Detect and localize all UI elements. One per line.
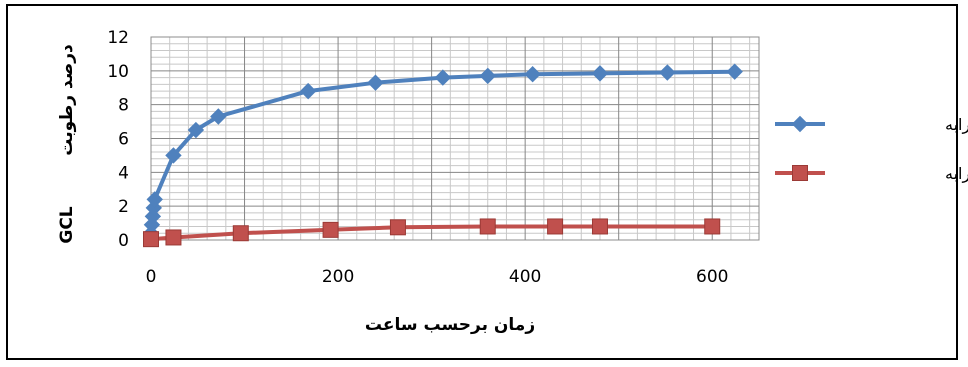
legend-marker <box>792 165 808 181</box>
legend-marker <box>791 115 809 133</box>
data-point <box>591 218 608 235</box>
y-tick-label: 4 <box>118 163 129 183</box>
legend-item-1: عدم حضور شیرابه <box>775 115 968 135</box>
data-point <box>479 67 496 85</box>
data-point <box>187 121 205 139</box>
y-axis-title-main: درصد رطوبت <box>57 44 77 156</box>
y-axis-title-sub: GCL <box>57 206 77 243</box>
x-tick-label: 200 <box>322 267 354 287</box>
data-point <box>659 64 676 81</box>
data-point <box>524 66 541 83</box>
data-point <box>367 74 384 91</box>
data-point <box>165 229 182 246</box>
legend-label: در حضور شیرابه <box>945 164 968 184</box>
series-2 <box>143 218 721 248</box>
y-tick-label: 10 <box>107 62 129 82</box>
series-1 <box>142 63 743 242</box>
data-point <box>165 147 182 164</box>
data-point <box>143 231 159 248</box>
y-tick-labels: 0 2 4 6 8 10 12 <box>107 28 129 251</box>
data-point <box>299 82 317 100</box>
y-tick-label: 12 <box>107 28 129 48</box>
y-axis-title: درصد رطوبت GCL <box>57 44 77 244</box>
y-tick-label: 2 <box>118 197 129 217</box>
x-tick-label: 400 <box>509 267 541 287</box>
data-point <box>322 221 339 238</box>
x-tick-label: 600 <box>696 267 728 287</box>
data-point <box>704 218 721 235</box>
data-point <box>434 69 452 86</box>
data-point <box>726 63 743 80</box>
y-tick-label: 8 <box>118 96 129 116</box>
series-layer <box>142 63 743 248</box>
data-point <box>210 108 227 125</box>
chart-frame <box>6 4 958 360</box>
plot-area-border <box>150 36 760 241</box>
data-point <box>146 191 163 208</box>
legend-label: عدم حضور شیرابه <box>945 115 968 135</box>
legend-item-2: در حضور شیرابه <box>775 164 968 184</box>
x-tick-label: 0 <box>146 267 157 287</box>
y-tick-label: 6 <box>118 130 129 150</box>
data-point <box>547 218 564 235</box>
data-point <box>591 65 609 82</box>
data-point <box>479 218 496 235</box>
x-tick-labels: 0 200 400 600 <box>146 267 729 287</box>
data-point <box>232 225 249 242</box>
legend: عدم حضور شیرابه در حضور شیرابه <box>775 115 968 184</box>
x-axis-title: زمان برحسب ساعت <box>365 315 535 335</box>
y-tick-label: 0 <box>118 231 129 251</box>
data-point <box>389 219 406 236</box>
